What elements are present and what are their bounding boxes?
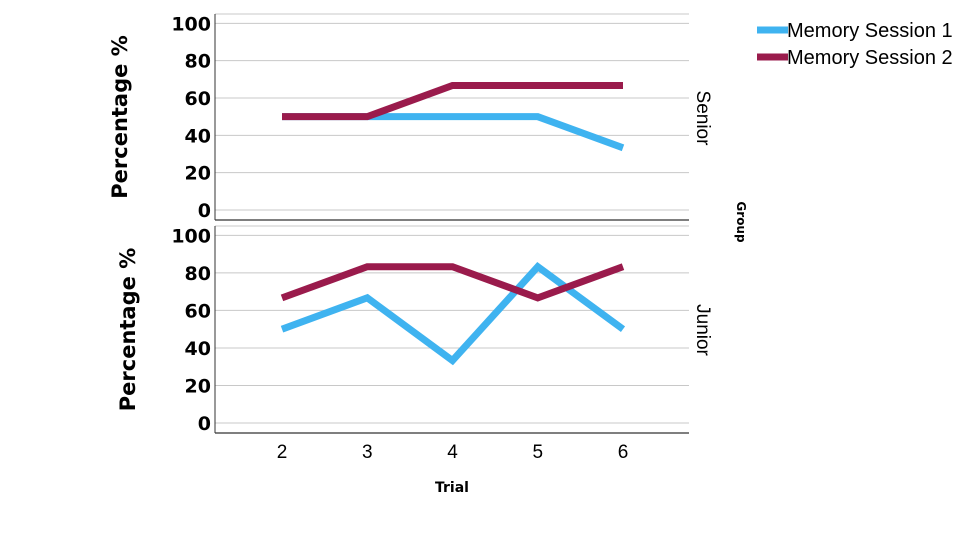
y-tick-label: 100 (171, 13, 211, 35)
y-tick-label: 20 (185, 375, 211, 397)
legend-entry-2: Memory Session 2 (787, 47, 953, 69)
x-tick-label: 6 (618, 442, 629, 463)
series-line-1-senior (282, 113, 625, 152)
y-tick-label: 40 (185, 125, 211, 147)
y-tick-label: 100 (171, 225, 211, 247)
panel-label-junior: Junior (692, 304, 713, 356)
x-tick-label: 4 (447, 442, 458, 463)
panel-axis-label: Group (734, 201, 748, 243)
series-line-2-junior (280, 263, 625, 302)
y-tick-label: 40 (185, 338, 211, 360)
y-tick-label: 20 (185, 163, 211, 185)
series-line-2-senior (282, 81, 623, 121)
x-axis-label: Trial (435, 480, 469, 496)
legend-entry-1: Memory Session 1 (787, 20, 953, 42)
x-tick-label: 2 (277, 442, 288, 463)
y-axis-label: Percentage % (116, 248, 140, 411)
y-tick-label: 60 (185, 88, 211, 110)
y-tick-label: 0 (198, 413, 211, 435)
y-tick-label: 80 (185, 263, 211, 285)
y-tick-label: 60 (185, 300, 211, 322)
y-axis-label: Percentage % (108, 35, 132, 198)
y-tick-label: 80 (185, 51, 211, 73)
x-tick-label: 5 (532, 442, 543, 463)
x-tick-label: 3 (362, 442, 373, 463)
panel-label-senior: Senior (692, 91, 713, 147)
y-tick-label: 0 (198, 200, 211, 222)
